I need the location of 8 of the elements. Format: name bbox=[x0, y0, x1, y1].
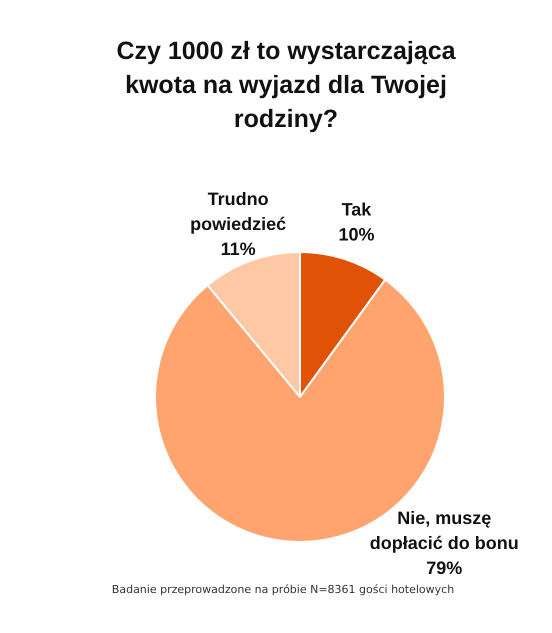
data-label: 11% bbox=[220, 239, 256, 260]
slice-label: Nie, muszę dopłacić do bonu bbox=[370, 508, 519, 553]
slice-label: Trudno powiedzieć bbox=[190, 189, 286, 234]
chart-title: Czy 1000 zł to wystarczająca kwota na wyjazd dla Twojej rodziny? bbox=[115, 36, 457, 135]
slice-label: Tak bbox=[342, 200, 372, 220]
data-label: 10% bbox=[338, 224, 374, 245]
data-label: 79% bbox=[426, 558, 462, 578]
text: Badanie przeprowadzone na próbie N=8361 gości hotelowych bbox=[110, 583, 456, 597]
